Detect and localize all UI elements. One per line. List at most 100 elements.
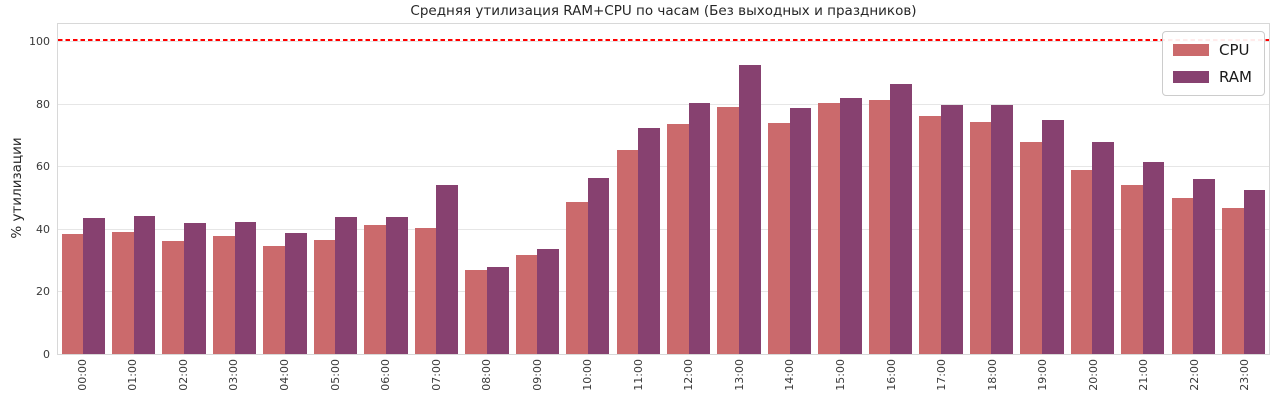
legend: CPU RAM [1161,31,1265,96]
cpu-bar [767,122,790,354]
x-tick-label: 14:00 [783,359,797,391]
bar-group [310,24,360,354]
ram-bar [285,233,307,354]
x-tick-label: 18:00 [985,359,999,391]
x-tick-label: 19:00 [1036,359,1050,391]
y-tick-label: 0 [43,348,50,361]
ram-bar [1243,190,1266,354]
x-tick-label: 12:00 [682,359,696,391]
bar-group [159,24,209,354]
cpu-bar [515,254,538,354]
ram-bar [1193,179,1215,354]
x-tick-label: 13:00 [732,359,746,391]
x-tick-label: 04:00 [277,359,291,391]
x-tick-label: 15:00 [833,359,847,391]
bar-group [1218,24,1268,354]
x-tick-label: 05:00 [328,359,342,391]
plot-area: CPU RAM [57,23,1270,355]
y-tick-label: 100 [29,35,50,48]
x-tick-label: 00:00 [75,359,89,391]
bar-group [764,24,814,354]
cpu-bar [566,201,588,354]
bar-group [1067,24,1117,354]
ram-bar [184,223,206,354]
ram-bar [587,178,610,354]
bar-group [1168,24,1218,354]
ram-bar [486,266,509,354]
x-tick-label: 22:00 [1187,359,1201,391]
y-tick-label: 80 [36,97,50,111]
x-tick-label: 11:00 [631,359,645,391]
bar-group [108,24,158,354]
cpu-bar [162,241,185,354]
bar-group [209,24,259,354]
cpu-bar [868,99,891,354]
ram-bar [436,184,459,354]
bar-group [411,24,461,354]
cpu-bar [61,233,84,354]
bar-group [966,24,1016,354]
gridline [58,166,1269,168]
cpu-bar [1221,207,1244,354]
cpu-bar [1070,169,1093,354]
ram-legend-swatch [1172,71,1209,83]
cpu-bar [616,149,639,354]
gridline [58,291,1269,293]
gridline [58,41,1269,42]
cpu-legend-swatch [1172,44,1209,56]
bar-group [58,24,108,354]
cpu-bar [111,231,134,354]
chart-title: Средняя утилизация RAM+CPU по часам (Без… [410,3,917,19]
bar-group [563,24,613,354]
ram-bar [234,222,257,354]
bar-group [916,24,966,354]
bar-group [512,24,562,354]
y-tick-label: 60 [36,160,50,174]
x-tick-label: 02:00 [176,359,190,391]
bar-group [663,24,713,354]
ram-bar [537,249,559,354]
bars-layer [58,24,1269,354]
ram-bar [1041,119,1064,354]
bar-group [613,24,663,354]
x-tick-label: 23:00 [1238,359,1252,391]
bar-group [714,24,764,354]
ram-bar [890,83,913,354]
x-tick-label: 01:00 [126,359,140,391]
reference-line-100 [58,39,1269,41]
cpu-bar [212,235,235,354]
ram-bar [991,105,1014,354]
y-tick-label: 40 [36,222,50,236]
cpu-bar [465,270,487,354]
cpu-legend-label: CPU [1218,41,1250,59]
bar-group [361,24,411,354]
x-tick-label: 17:00 [935,359,949,391]
ram-bar [1092,142,1114,354]
ram-bar [335,216,358,354]
cpu-bar [1020,142,1042,354]
legend-row-cpu: CPU [1172,41,1252,59]
x-tick-label: 16:00 [884,359,898,391]
cpu-bar [818,102,841,354]
ram-bar [739,65,761,354]
y-tick-label: 20 [36,285,50,299]
x-tick-label: 21:00 [1137,359,1151,391]
cpu-bar [414,227,437,354]
x-tick-label: 08:00 [480,359,494,391]
x-tick-label: 07:00 [429,359,443,391]
cpu-bar [1171,197,1194,354]
ram-bar [385,216,408,354]
ram-legend-label: RAM [1218,68,1252,86]
ram-bar [688,102,711,354]
bar-group [260,24,310,354]
cpu-bar [666,123,689,354]
cpu-bar [313,240,336,354]
ram-bar [83,218,105,354]
bar-group [865,24,915,354]
legend-row-ram: RAM [1172,68,1252,86]
x-tick-label: 06:00 [379,359,393,391]
gridline [58,103,1269,105]
bar-group [1118,24,1168,354]
x-tick-label: 10:00 [581,359,595,391]
